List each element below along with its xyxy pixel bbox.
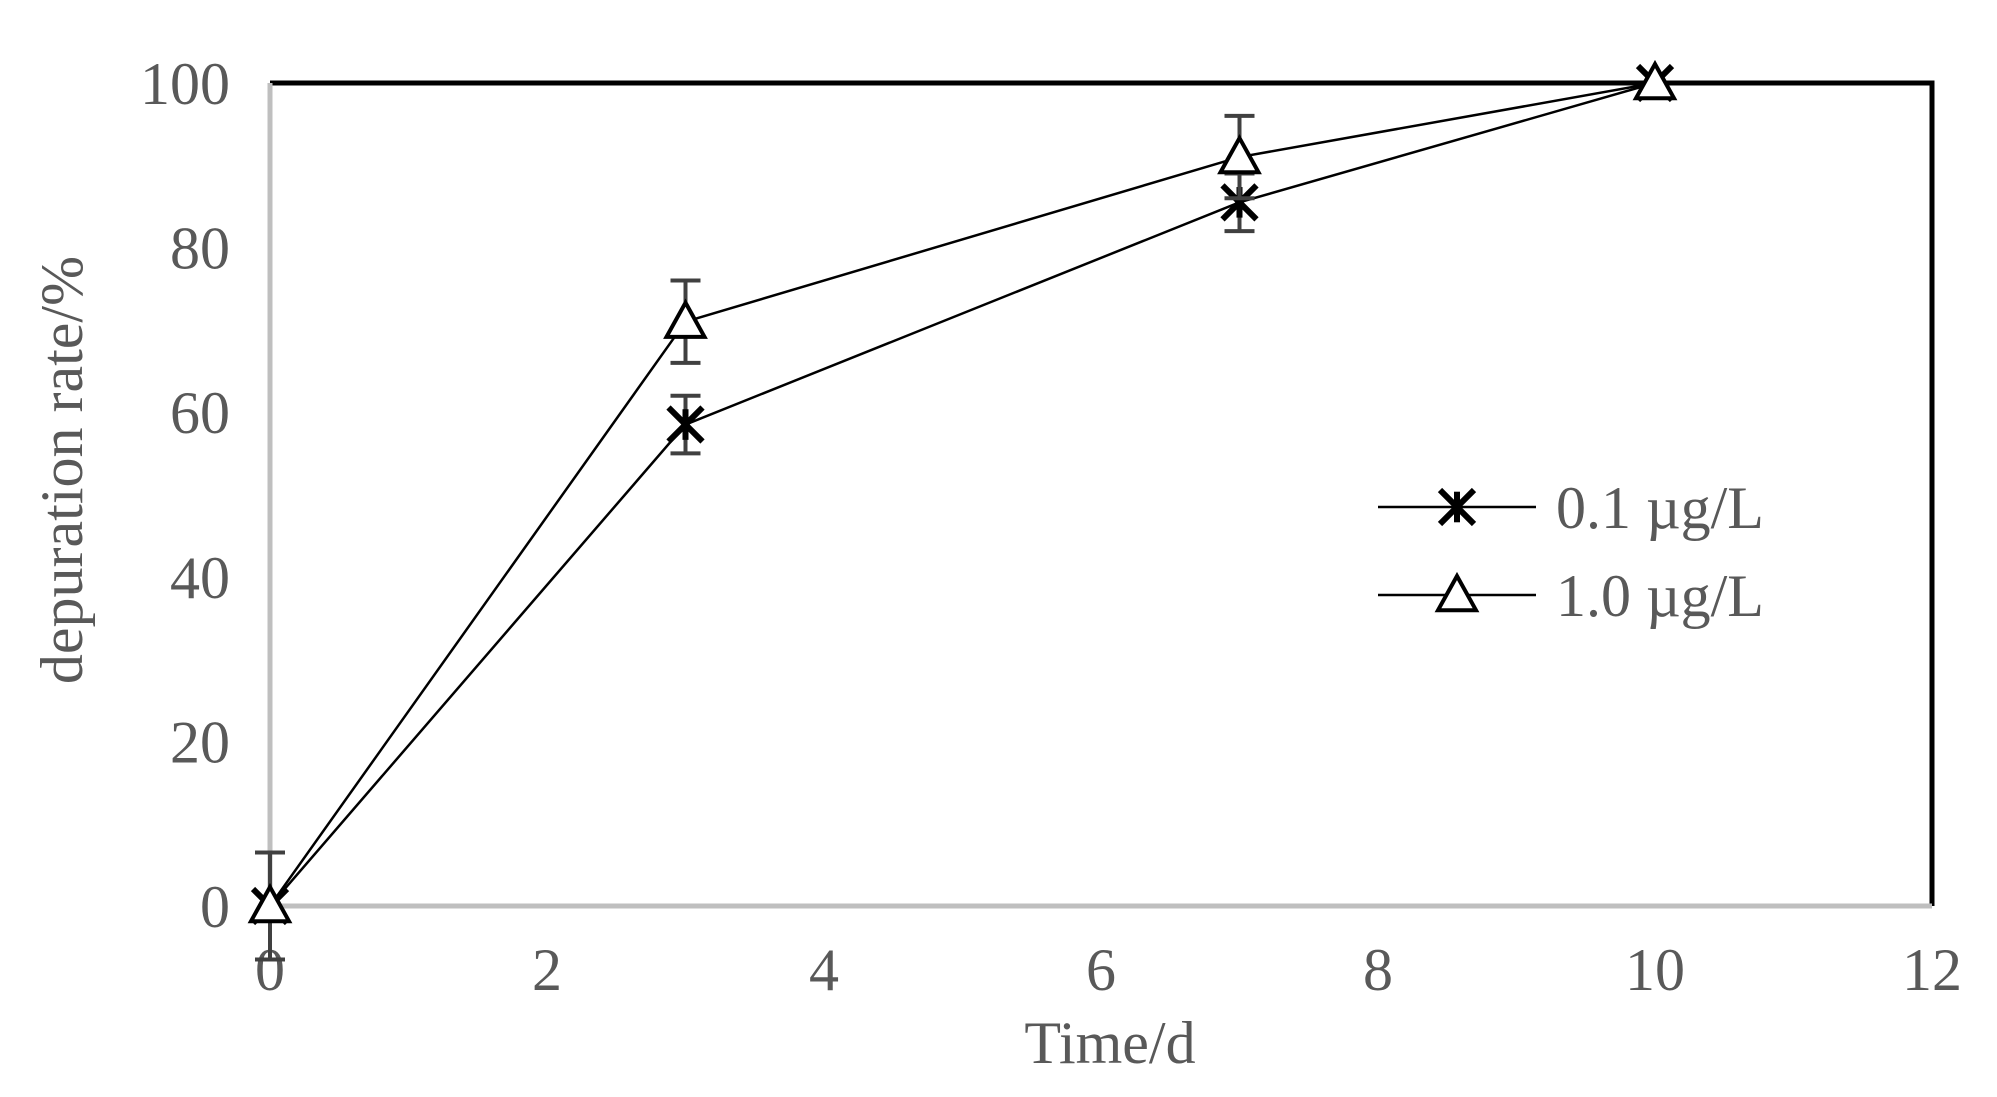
data-point [666, 405, 705, 444]
data-point [663, 298, 708, 339]
series-line [268, 81, 1656, 907]
data-series [247, 59, 1678, 962]
legend-marker [1437, 487, 1477, 527]
x-tick-label: 12 [1902, 937, 1962, 1003]
x-axis-title: Time/d [1024, 1010, 1195, 1076]
x-tick-label: 2 [532, 937, 562, 1003]
x-tick-label: 6 [1086, 937, 1116, 1003]
data-point [1217, 133, 1262, 175]
data-point [1632, 59, 1678, 101]
series-line [269, 81, 1656, 907]
legend-item-1: 0.1 µg/L [1378, 475, 1764, 541]
x-tick-label: 8 [1363, 937, 1393, 1003]
series-2 [247, 59, 1678, 962]
legend: 0.1 µg/L 1.0 µg/L [1378, 475, 1764, 629]
y-tick-label: 80 [170, 216, 230, 282]
legend-marker [1434, 571, 1480, 613]
legend-label: 0.1 µg/L [1556, 475, 1764, 541]
y-tick-label: 100 [140, 51, 230, 117]
y-tick-label: 0 [200, 874, 230, 940]
y-axis-title: depuration rate/% [29, 256, 95, 684]
y-tick-label: 60 [170, 380, 230, 446]
x-tick-label: 10 [1625, 937, 1685, 1003]
y-tick-label: 40 [170, 545, 230, 611]
y-tick-label: 20 [170, 709, 230, 775]
x-tick-label: 4 [809, 937, 839, 1003]
legend-item-2: 1.0 µg/L [1378, 563, 1764, 629]
data-point [247, 882, 293, 924]
legend-label: 1.0 µg/L [1556, 563, 1764, 629]
